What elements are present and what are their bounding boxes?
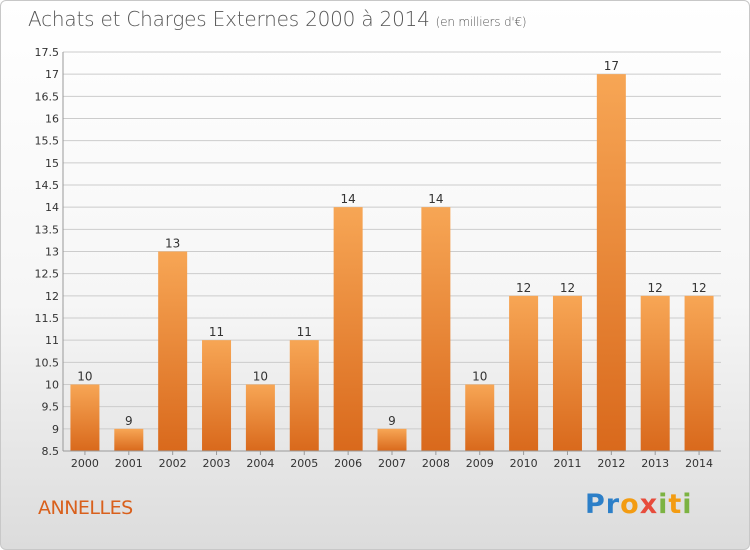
x-tick-label: 2013 bbox=[641, 457, 669, 470]
x-tick-label: 2011 bbox=[553, 457, 581, 470]
logo-letter: i bbox=[682, 489, 693, 520]
y-tick-label: 17.5 bbox=[35, 46, 60, 59]
data-label: 10 bbox=[253, 370, 268, 384]
data-label: 14 bbox=[428, 192, 443, 206]
x-tick-label: 2012 bbox=[597, 457, 625, 470]
data-label: 10 bbox=[472, 370, 487, 384]
y-tick-label: 9.5 bbox=[42, 401, 60, 414]
data-label: 9 bbox=[388, 414, 396, 428]
bars: 10 9 13 11 10 11 14 9 14 10 12 12 17 12 12 bbox=[70, 59, 714, 452]
y-tick-label: 11.5 bbox=[35, 312, 60, 325]
bar bbox=[421, 207, 451, 451]
x-tick-label: 2007 bbox=[378, 457, 406, 470]
x-tick-label: 2014 bbox=[685, 457, 713, 470]
bar bbox=[202, 340, 232, 451]
bar bbox=[158, 251, 188, 451]
city-name: ANNELLES bbox=[38, 497, 133, 519]
y-tick-label: 12 bbox=[45, 290, 59, 303]
data-label: 17 bbox=[604, 59, 619, 73]
logo-letter: r bbox=[605, 489, 621, 520]
data-label: 11 bbox=[297, 325, 312, 339]
y-tick-label: 11 bbox=[45, 334, 59, 347]
y-tick-label: 16.5 bbox=[35, 90, 60, 103]
title-text: Achats et Charges Externes 2000 à 2014 bbox=[28, 7, 430, 31]
data-label: 12 bbox=[691, 281, 706, 295]
bar bbox=[640, 295, 670, 451]
y-tick-label: 14.5 bbox=[35, 179, 60, 192]
x-tick-label: 2010 bbox=[510, 457, 538, 470]
y-tick-label: 13 bbox=[45, 246, 59, 259]
data-label: 13 bbox=[165, 237, 180, 251]
bar bbox=[509, 295, 539, 451]
chart-title: Achats et Charges Externes 2000 à 2014 (e… bbox=[28, 7, 527, 31]
y-tick-label: 9 bbox=[52, 423, 59, 436]
bar bbox=[289, 340, 319, 451]
x-tick-label: 2000 bbox=[71, 457, 99, 470]
bar bbox=[377, 428, 407, 451]
y-tick-label: 16 bbox=[45, 113, 59, 126]
logo-letter: x bbox=[639, 489, 659, 520]
data-label: 12 bbox=[648, 281, 663, 295]
x-tick-label: 2003 bbox=[203, 457, 231, 470]
x-tick-label: 2006 bbox=[334, 457, 362, 470]
title-unit: (en milliers d'€) bbox=[435, 15, 527, 29]
y-tick-label: 15.5 bbox=[35, 135, 60, 148]
y-tick-label: 15 bbox=[45, 157, 59, 170]
bar bbox=[552, 295, 582, 451]
data-label: 10 bbox=[77, 370, 92, 384]
x-tick-label: 2008 bbox=[422, 457, 450, 470]
bar bbox=[684, 295, 714, 451]
logo-letter: i bbox=[658, 489, 669, 520]
y-tick-label: 8.5 bbox=[42, 445, 60, 458]
logo-letter: o bbox=[620, 489, 640, 520]
logo-letter: t bbox=[668, 489, 683, 520]
x-tick-label: 2009 bbox=[466, 457, 494, 470]
y-tick-label: 12.5 bbox=[35, 268, 60, 281]
bar bbox=[114, 428, 144, 451]
bar bbox=[596, 74, 626, 452]
y-tick-label: 14 bbox=[45, 201, 59, 214]
data-label: 12 bbox=[516, 281, 531, 295]
y-axis: 8.5 9 9.5 10 10.5 11 11.5 12 12.5 13 13.5 14 14.5 15 1… bbox=[35, 46, 64, 458]
data-label: 11 bbox=[209, 325, 224, 339]
x-axis: 2000 2001 2002 2003 2004 2005 2006 2007 2008 2009… bbox=[63, 450, 721, 470]
bar bbox=[465, 384, 495, 451]
logo-letter: P bbox=[585, 489, 606, 520]
proxiti-logo[interactable]: Proxiti bbox=[585, 489, 693, 520]
y-tick-label: 10.5 bbox=[35, 356, 60, 369]
x-tick-label: 2001 bbox=[115, 457, 143, 470]
x-tick-label: 2005 bbox=[290, 457, 318, 470]
bar bbox=[245, 384, 275, 451]
data-label: 9 bbox=[125, 414, 133, 428]
y-tick-label: 10 bbox=[45, 379, 59, 392]
x-tick-label: 2002 bbox=[159, 457, 187, 470]
y-tick-label: 17 bbox=[45, 68, 59, 81]
bar bbox=[333, 207, 363, 451]
bar bbox=[70, 384, 100, 451]
data-label: 12 bbox=[560, 281, 575, 295]
y-tick-label: 13.5 bbox=[35, 223, 60, 236]
data-label: 14 bbox=[340, 192, 355, 206]
x-tick-label: 2004 bbox=[246, 457, 274, 470]
